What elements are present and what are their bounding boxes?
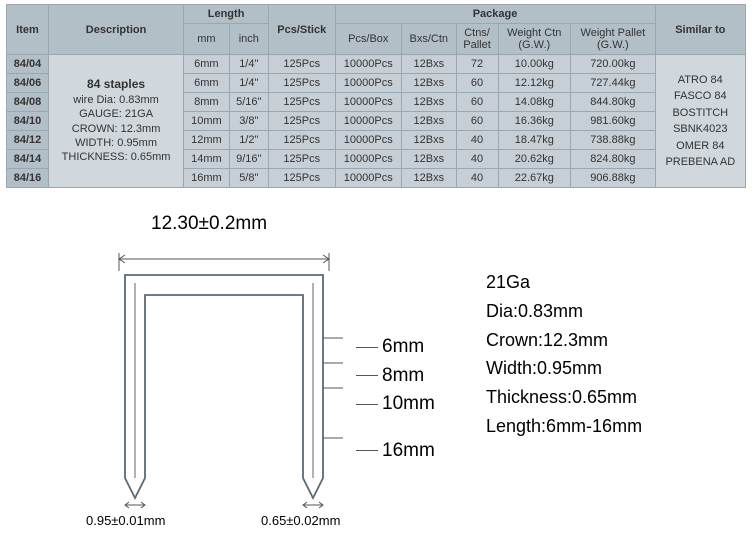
table-cell: 727.44kg	[571, 74, 656, 93]
table-row-item: 84/16	[7, 169, 49, 188]
description-cell: 84 stapleswire Dia: 0.83mmGAUGE: 21GACRO…	[48, 55, 183, 188]
table-cell: 10000Pcs	[335, 169, 402, 188]
table-cell: 1/2"	[229, 131, 268, 150]
table-cell: 10000Pcs	[335, 74, 402, 93]
thickness-dimension: 0.65±0.02mm	[261, 513, 340, 528]
th-item: Item	[7, 5, 49, 55]
th-length: Length	[184, 5, 269, 24]
table-cell: 12Bxs	[402, 112, 457, 131]
table-cell: 12Bxs	[402, 169, 457, 188]
table-cell: 10000Pcs	[335, 131, 402, 150]
table-cell: 72	[456, 55, 498, 74]
th-mm: mm	[184, 24, 229, 55]
th-similar: Similar to	[655, 5, 745, 55]
table-cell: 1/4"	[229, 55, 268, 74]
table-cell: 12.12kg	[498, 74, 571, 93]
leg-mark: 6mm	[382, 333, 424, 362]
table-cell: 60	[456, 112, 498, 131]
table-cell: 981.60kg	[571, 112, 656, 131]
staple-diagram: 12.30±0.2mm	[36, 213, 456, 553]
leg-mark: 16mm	[382, 437, 435, 466]
similar-cell: ATRO 84FASCO 84BOSTITCHSBNK4023OMER 84PR…	[655, 55, 745, 188]
table-row-item: 84/08	[7, 93, 49, 112]
table-cell: 12mm	[184, 131, 229, 150]
table-cell: 6mm	[184, 74, 229, 93]
table-cell: 125Pcs	[269, 112, 336, 131]
table-cell: 10000Pcs	[335, 150, 402, 169]
table-cell: 18.47kg	[498, 131, 571, 150]
table-cell: 40	[456, 150, 498, 169]
table-cell: 6mm	[184, 55, 229, 74]
crown-dimension: 12.30±0.2mm	[151, 213, 267, 235]
table-cell: 8mm	[184, 93, 229, 112]
table-cell: 720.00kg	[571, 55, 656, 74]
table-cell: 40	[456, 131, 498, 150]
table-row-item: 84/12	[7, 131, 49, 150]
table-cell: 14.08kg	[498, 93, 571, 112]
th-ctnspallet: Ctns/ Pallet	[456, 24, 498, 55]
width-dimension: 0.95±0.01mm	[86, 513, 165, 528]
table-cell: 906.88kg	[571, 169, 656, 188]
table-cell: 40	[456, 169, 498, 188]
table-cell: 60	[456, 74, 498, 93]
leg-mark: 10mm	[382, 390, 435, 419]
th-bxsctn: Bxs/Ctn	[402, 24, 457, 55]
th-pcsbox: Pcs/Box	[335, 24, 402, 55]
th-package: Package	[335, 5, 655, 24]
spec-thickness: Thickness:0.65mm	[486, 383, 642, 412]
table-cell: 10.00kg	[498, 55, 571, 74]
table-cell: 9/16"	[229, 150, 268, 169]
table-cell: 125Pcs	[269, 131, 336, 150]
leg-mark: 8mm	[382, 362, 424, 391]
table-row-item: 84/10	[7, 112, 49, 131]
table-row-item: 84/04	[7, 55, 49, 74]
table-row-item: 84/14	[7, 150, 49, 169]
th-wctn: Weight Ctn (G.W.)	[498, 24, 571, 55]
table-cell: 10mm	[184, 112, 229, 131]
spec-dia: Dia:0.83mm	[486, 297, 642, 326]
table-cell: 16.36kg	[498, 112, 571, 131]
table-cell: 5/16"	[229, 93, 268, 112]
table-cell: 12Bxs	[402, 131, 457, 150]
spec-gauge: 21Ga	[486, 268, 642, 297]
spec-table: Item Description Length Pcs/Stick Packag…	[6, 4, 746, 188]
table-cell: 10000Pcs	[335, 55, 402, 74]
table-cell: 22.67kg	[498, 169, 571, 188]
table-cell: 20.62kg	[498, 150, 571, 169]
table-cell: 12Bxs	[402, 93, 457, 112]
table-cell: 16mm	[184, 169, 229, 188]
spec-width: Width:0.95mm	[486, 354, 642, 383]
table-cell: 125Pcs	[269, 150, 336, 169]
table-cell: 125Pcs	[269, 93, 336, 112]
table-cell: 125Pcs	[269, 169, 336, 188]
spec-crown: Crown:12.3mm	[486, 326, 642, 355]
table-cell: 12Bxs	[402, 55, 457, 74]
table-cell: 125Pcs	[269, 74, 336, 93]
staple-svg	[111, 253, 351, 513]
th-description: Description	[48, 5, 183, 55]
th-wpallet: Weight Pallet (G.W.)	[571, 24, 656, 55]
table-cell: 12Bxs	[402, 74, 457, 93]
spec-length: Length:6mm-16mm	[486, 412, 642, 441]
th-inch: inch	[229, 24, 268, 55]
table-cell: 14mm	[184, 150, 229, 169]
table-cell: 5/8"	[229, 169, 268, 188]
table-cell: 1/4"	[229, 74, 268, 93]
table-cell: 125Pcs	[269, 55, 336, 74]
table-cell: 844.80kg	[571, 93, 656, 112]
table-cell: 60	[456, 93, 498, 112]
table-cell: 738.88kg	[571, 131, 656, 150]
th-pcsstick: Pcs/Stick	[269, 5, 336, 55]
table-cell: 824.80kg	[571, 150, 656, 169]
table-cell: 3/8"	[229, 112, 268, 131]
table-row-item: 84/06	[7, 74, 49, 93]
table-cell: 10000Pcs	[335, 112, 402, 131]
spec-text-block: 21Ga Dia:0.83mm Crown:12.3mm Width:0.95m…	[486, 268, 642, 553]
table-cell: 10000Pcs	[335, 93, 402, 112]
table-cell: 12Bxs	[402, 150, 457, 169]
leg-length-labels: 6mm 8mm 10mm 16mm	[356, 333, 435, 465]
